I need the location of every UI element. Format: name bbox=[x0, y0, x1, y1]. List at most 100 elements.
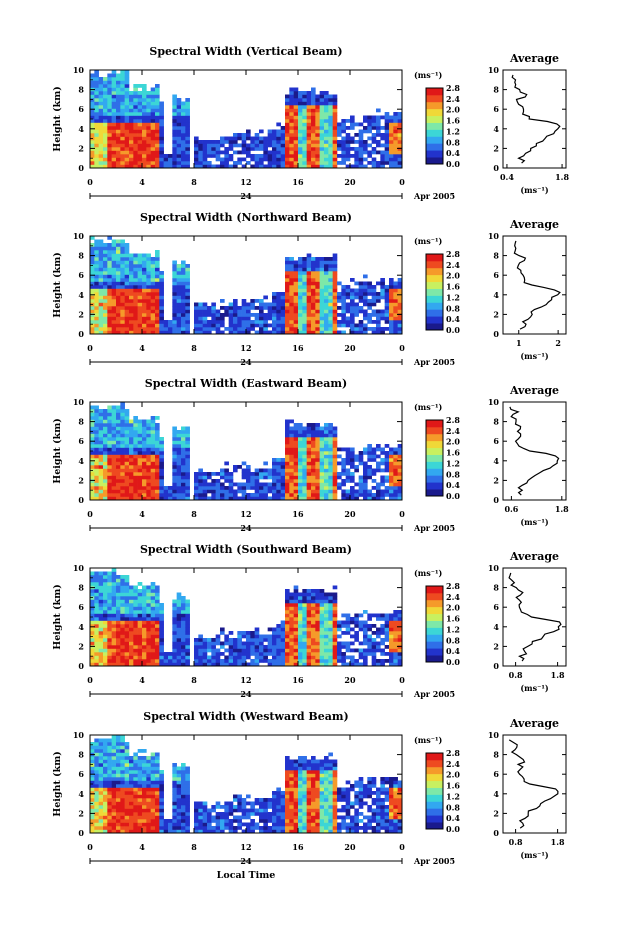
heatmap-cell bbox=[341, 140, 346, 144]
heatmap-cell bbox=[289, 116, 294, 120]
heatmap-cell bbox=[376, 299, 381, 303]
heatmap-cell bbox=[311, 621, 316, 625]
heatmap-cell bbox=[138, 151, 143, 155]
heatmap-cell bbox=[315, 469, 320, 473]
heatmap-cell bbox=[359, 161, 364, 165]
heatmap-cell bbox=[107, 271, 112, 275]
y-tick-label: 0 bbox=[78, 163, 84, 173]
heatmap-cell bbox=[181, 289, 186, 293]
heatmap-cell bbox=[289, 624, 294, 628]
heatmap-cell bbox=[138, 638, 143, 642]
heatmap-cell bbox=[159, 486, 164, 490]
heatmap-cell bbox=[315, 656, 320, 660]
heatmap-cell bbox=[120, 77, 125, 81]
heatmap-cell bbox=[328, 264, 333, 268]
y-tick-label: 10 bbox=[73, 231, 85, 241]
heatmap-cell bbox=[142, 631, 147, 635]
heatmap-cell bbox=[320, 137, 325, 141]
heatmap-cell bbox=[125, 126, 130, 130]
heatmap-cell bbox=[133, 154, 138, 158]
heatmap-cell bbox=[103, 434, 108, 438]
heatmap-cell bbox=[285, 614, 290, 618]
heatmap-cell bbox=[359, 144, 364, 148]
heatmap-cell bbox=[151, 327, 156, 331]
heatmap-cell bbox=[359, 451, 364, 455]
heatmap-cell bbox=[302, 462, 307, 466]
average-y-tick-label: 0 bbox=[493, 661, 499, 671]
colorbar-segment bbox=[426, 289, 443, 296]
heatmap-cell bbox=[320, 490, 325, 494]
heatmap-cell bbox=[125, 98, 130, 102]
heatmap-cell bbox=[103, 296, 108, 300]
heatmap-cell bbox=[129, 278, 134, 282]
heatmap-cell bbox=[224, 310, 229, 314]
heatmap-cell bbox=[302, 292, 307, 296]
heatmap-cell bbox=[125, 469, 130, 473]
heatmap-cell bbox=[320, 659, 325, 663]
heatmap-cell bbox=[281, 483, 286, 487]
heatmap-cell bbox=[116, 638, 121, 642]
heatmap-cell bbox=[120, 423, 125, 427]
heatmap-cell bbox=[294, 628, 299, 632]
heatmap-cell bbox=[367, 154, 372, 158]
heatmap-cell bbox=[159, 296, 164, 300]
heatmap-cell bbox=[120, 303, 125, 307]
heatmap-cell bbox=[116, 303, 121, 307]
heatmap-cell bbox=[107, 285, 112, 289]
heatmap-cell bbox=[298, 102, 303, 106]
heatmap-cell bbox=[116, 109, 121, 113]
heatmap-cell bbox=[389, 130, 394, 134]
heatmap-cell bbox=[155, 154, 160, 158]
heatmap-cell bbox=[120, 257, 125, 261]
y-axis-label: Height (km) bbox=[52, 252, 63, 318]
heatmap-cell bbox=[120, 575, 125, 579]
heatmap-cell bbox=[242, 324, 247, 328]
heatmap-cell bbox=[376, 448, 381, 452]
heatmap-cell bbox=[120, 645, 125, 649]
heatmap-cell bbox=[159, 448, 164, 452]
heatmap-cell bbox=[289, 88, 294, 92]
heatmap-cell bbox=[211, 493, 216, 497]
heatmap-cell bbox=[268, 137, 273, 141]
heatmap-cell bbox=[151, 112, 156, 116]
heatmap-cell bbox=[346, 144, 351, 148]
heatmap-cell bbox=[112, 486, 117, 490]
heatmap-cell bbox=[302, 455, 307, 459]
heatmap-cell bbox=[272, 659, 277, 663]
heatmap-cell bbox=[328, 458, 333, 462]
heatmap-cell bbox=[298, 140, 303, 144]
heatmap-cell bbox=[302, 638, 307, 642]
heatmap-cell bbox=[94, 638, 99, 642]
heatmap-cell bbox=[103, 303, 108, 307]
heatmap-cell bbox=[350, 486, 355, 490]
heatmap-cell bbox=[159, 493, 164, 497]
heatmap-cell bbox=[311, 455, 316, 459]
heatmap-cell bbox=[90, 472, 95, 476]
heatmap-cell bbox=[393, 320, 398, 324]
heatmap-cell bbox=[294, 289, 299, 293]
heatmap-cell bbox=[289, 289, 294, 293]
heatmap-cell bbox=[129, 95, 134, 99]
heatmap-cell bbox=[151, 659, 156, 663]
heatmap-cell bbox=[90, 659, 95, 663]
heatmap-cell bbox=[289, 320, 294, 324]
heatmap-cell bbox=[116, 310, 121, 314]
heatmap-cell bbox=[367, 282, 372, 286]
heatmap-cell bbox=[350, 154, 355, 158]
heatmap-cell bbox=[172, 98, 177, 102]
heatmap-cell bbox=[276, 299, 281, 303]
heatmap-cell bbox=[302, 479, 307, 483]
average-y-tick-label: 0 bbox=[493, 163, 499, 173]
heatmap-cell bbox=[181, 130, 186, 134]
heatmap-cell bbox=[103, 320, 108, 324]
heatmap-cell bbox=[380, 493, 385, 497]
heatmap-cell bbox=[107, 77, 112, 81]
heatmap-cell bbox=[120, 589, 125, 593]
heatmap-cell bbox=[120, 465, 125, 469]
colorbar-segment bbox=[426, 655, 443, 662]
heatmap-cell bbox=[116, 88, 121, 92]
heatmap-cell bbox=[324, 268, 329, 272]
heatmap-cell bbox=[116, 313, 121, 317]
heatmap-cell bbox=[307, 493, 312, 497]
heatmap-cell bbox=[177, 130, 182, 134]
